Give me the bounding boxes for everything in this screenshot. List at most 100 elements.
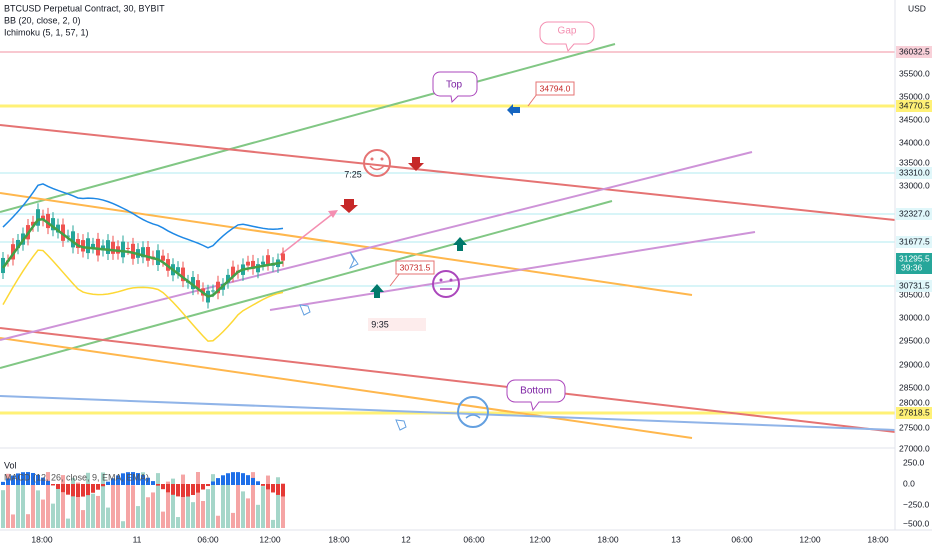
volume-bar bbox=[21, 480, 25, 528]
trend-line bbox=[269, 231, 756, 311]
volume-bar bbox=[36, 490, 40, 528]
candle-body bbox=[91, 243, 95, 248]
time-label: 13 bbox=[671, 534, 681, 544]
axis-labels: 35500.0 35000.0 34500.0 34000.0 33500.0 33000… bbox=[31, 46, 932, 544]
volume-bar bbox=[266, 475, 270, 528]
macd-bar bbox=[51, 484, 55, 486]
price-label: 35000.0 bbox=[899, 91, 930, 101]
macd-bar bbox=[61, 484, 65, 493]
indicator-label: BB (20, close, 2, 0) bbox=[4, 15, 81, 25]
trend-line bbox=[0, 395, 896, 431]
volume-bar bbox=[31, 473, 35, 528]
candle-body bbox=[281, 253, 285, 261]
macd-bar bbox=[41, 477, 45, 485]
volume-bar bbox=[271, 519, 275, 528]
annotation-text: Top bbox=[446, 80, 463, 91]
macd-bar bbox=[231, 472, 235, 485]
price-tag bbox=[896, 100, 932, 112]
hand-icon bbox=[395, 419, 407, 431]
volume-bar bbox=[206, 489, 210, 528]
down-arrow bbox=[340, 199, 358, 213]
candle-body bbox=[181, 267, 185, 282]
candle-body bbox=[66, 235, 70, 237]
price-tag-text: 32327.0 bbox=[899, 208, 930, 218]
price-tag-text: 31295.5 bbox=[899, 253, 930, 263]
price-label: 28000.0 bbox=[899, 397, 930, 407]
candle-body bbox=[86, 238, 90, 254]
price-label: 33500.0 bbox=[899, 157, 930, 167]
candle-body bbox=[246, 261, 250, 266]
candle-body bbox=[226, 274, 230, 283]
arrow-line bbox=[279, 211, 336, 256]
price-label: 34500.0 bbox=[899, 114, 930, 124]
hand-icon bbox=[299, 304, 311, 316]
volume-bar bbox=[151, 492, 155, 528]
price-label: 27500.0 bbox=[899, 422, 930, 432]
trend-line bbox=[0, 151, 753, 341]
price-tag-text: 30731.5 bbox=[899, 280, 930, 290]
candle-body bbox=[161, 255, 165, 261]
macd-bar bbox=[56, 484, 60, 489]
volume-bar bbox=[121, 521, 125, 528]
volume-bar bbox=[211, 474, 215, 528]
macd-bar bbox=[106, 481, 110, 485]
callout-box bbox=[395, 260, 435, 275]
currency-label: USD bbox=[908, 3, 926, 13]
candle-body bbox=[251, 260, 255, 269]
signals bbox=[299, 104, 520, 431]
macd-bar bbox=[166, 484, 170, 493]
candle-body bbox=[36, 209, 40, 226]
happy-face bbox=[363, 149, 391, 177]
volume-bar bbox=[191, 502, 195, 528]
annotation-text: Gap bbox=[558, 26, 577, 37]
macd-bar bbox=[96, 484, 100, 490]
volume-bar bbox=[26, 514, 30, 528]
volume-bar bbox=[1, 490, 5, 528]
volume-bar bbox=[276, 477, 280, 528]
volume-bar bbox=[281, 483, 285, 528]
macd-bar bbox=[36, 474, 40, 485]
candle-body bbox=[11, 244, 15, 260]
trend-line bbox=[0, 327, 896, 433]
macd-bar bbox=[16, 473, 20, 485]
macd-bar bbox=[111, 478, 115, 485]
macd-bar bbox=[281, 484, 285, 497]
macd-bar bbox=[191, 484, 195, 496]
annotation-text: 7:25 bbox=[344, 169, 362, 179]
volume-bar bbox=[251, 472, 255, 528]
macd-bar bbox=[76, 484, 80, 497]
macd-bar bbox=[256, 481, 260, 485]
macd-bar bbox=[246, 475, 250, 485]
up-arrow bbox=[370, 284, 384, 298]
volume-bar bbox=[156, 473, 160, 528]
macd-bar bbox=[91, 484, 95, 493]
candle-body bbox=[46, 213, 50, 229]
trend-line bbox=[0, 192, 693, 296]
macd-bar bbox=[171, 484, 175, 495]
macd-bar bbox=[86, 484, 90, 496]
macd-bar bbox=[31, 472, 35, 485]
time-label: 18:00 bbox=[867, 534, 889, 544]
macd-bar bbox=[276, 484, 280, 495]
price-tag-text: 31677.5 bbox=[899, 236, 930, 246]
annotations: Gap Top 34794.0 7:25 30731.5 9:35 Bottom bbox=[344, 21, 595, 412]
price-label: 33000.0 bbox=[899, 180, 930, 190]
volume-bar bbox=[66, 518, 70, 528]
candle-body bbox=[196, 280, 200, 289]
volume-bar bbox=[186, 488, 190, 528]
candle-body bbox=[81, 240, 85, 252]
candle-body bbox=[121, 241, 125, 258]
pane-label: Vol bbox=[4, 460, 17, 470]
volume-bar bbox=[246, 498, 250, 528]
symbol-title: BTCUSD Perpetual Contract, 30, BYBIT bbox=[4, 3, 165, 13]
volume-bar bbox=[11, 514, 15, 528]
volume-bar bbox=[106, 507, 110, 528]
face-feature bbox=[439, 278, 443, 282]
annotation-text: 9:35 bbox=[371, 319, 389, 329]
time-label: 12 bbox=[401, 534, 411, 544]
macd-bar bbox=[156, 484, 160, 486]
volume-bar bbox=[41, 499, 45, 528]
candle-body bbox=[101, 245, 105, 251]
macd-bar bbox=[151, 481, 155, 485]
volume-bar bbox=[56, 487, 60, 528]
